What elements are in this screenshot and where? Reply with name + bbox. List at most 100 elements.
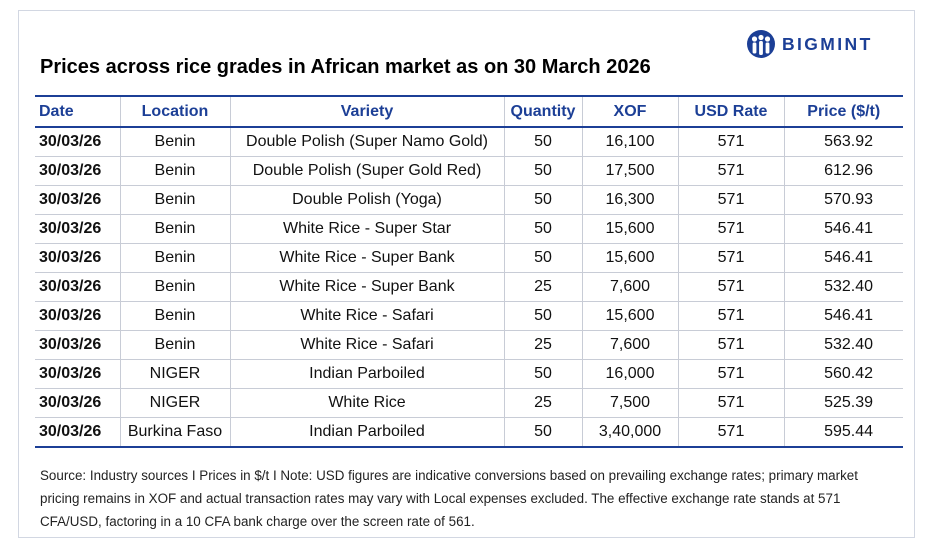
cell-xof: 7,600 [581, 330, 678, 360]
cell-location: Burkina Faso [119, 417, 230, 448]
cell-location: Benin [119, 214, 230, 244]
cell-price: 525.39 [783, 388, 903, 418]
cell-usd-rate: 571 [677, 417, 784, 448]
cell-xof: 3,40,000 [581, 417, 678, 448]
table-row: 30/03/26 Benin White Rice - Super Bank 5… [35, 243, 903, 273]
cell-xof: 15,600 [581, 243, 678, 273]
cell-location: Benin [119, 156, 230, 186]
cell-location: Benin [119, 272, 230, 302]
cell-location: Benin [119, 127, 230, 157]
cell-quantity: 25 [503, 330, 582, 360]
cell-date: 30/03/26 [35, 214, 120, 244]
cell-date: 30/03/26 [35, 301, 120, 331]
cell-price: 560.42 [783, 359, 903, 389]
cell-variety: White Rice - Super Star [229, 214, 504, 244]
cell-quantity: 25 [503, 388, 582, 418]
cell-variety: White Rice [229, 388, 504, 418]
cell-price: 546.41 [783, 243, 903, 273]
cell-date: 30/03/26 [35, 417, 120, 448]
cell-xof: 15,600 [581, 301, 678, 331]
bigmint-logo-icon [747, 30, 775, 58]
cell-quantity: 50 [503, 156, 582, 186]
bigmint-logo-text: BIGMINT [782, 33, 873, 54]
header-xof: XOF [581, 95, 678, 128]
cell-price: 546.41 [783, 214, 903, 244]
cell-price: 570.93 [783, 185, 903, 215]
cell-date: 30/03/26 [35, 388, 120, 418]
table-row: 30/03/26 Benin Double Polish (Super Namo… [35, 127, 903, 157]
cell-price: 595.44 [783, 417, 903, 448]
header-variety: Variety [229, 95, 504, 128]
header-location: Location [119, 95, 230, 128]
price-table: Date Location Variety Quantity XOF USD R… [35, 95, 903, 448]
header-date: Date [35, 95, 120, 128]
cell-variety: Indian Parboiled [229, 417, 504, 448]
cell-usd-rate: 571 [677, 127, 784, 157]
table-row: 30/03/26 NIGER Indian Parboiled 50 16,00… [35, 359, 903, 389]
table-header-row: Date Location Variety Quantity XOF USD R… [35, 95, 903, 128]
cell-price: 532.40 [783, 330, 903, 360]
table-row: 30/03/26 Benin White Rice - Super Star 5… [35, 214, 903, 244]
cell-variety: White Rice - Super Bank [229, 243, 504, 273]
cell-xof: 15,600 [581, 214, 678, 244]
cell-location: Benin [119, 243, 230, 273]
cell-location: Benin [119, 330, 230, 360]
bigmint-logo: BIGMINT [746, 29, 873, 59]
cell-variety: White Rice - Safari [229, 301, 504, 331]
cell-location: Benin [119, 301, 230, 331]
cell-price: 563.92 [783, 127, 903, 157]
table-row: 30/03/26 NIGER White Rice 25 7,500 571 5… [35, 388, 903, 418]
cell-date: 30/03/26 [35, 127, 120, 157]
cell-usd-rate: 571 [677, 388, 784, 418]
cell-usd-rate: 571 [677, 359, 784, 389]
cell-date: 30/03/26 [35, 330, 120, 360]
cell-variety: Double Polish (Super Gold Red) [229, 156, 504, 186]
table-row: 30/03/26 Benin Double Polish (Super Gold… [35, 156, 903, 186]
cell-date: 30/03/26 [35, 185, 120, 215]
cell-xof: 7,500 [581, 388, 678, 418]
cell-xof: 17,500 [581, 156, 678, 186]
cell-date: 30/03/26 [35, 243, 120, 273]
header-price: Price ($/t) [783, 95, 903, 128]
cell-quantity: 50 [503, 185, 582, 215]
cell-location: NIGER [119, 388, 230, 418]
cell-date: 30/03/26 [35, 359, 120, 389]
header-usd-rate: USD Rate [677, 95, 784, 128]
header-quantity: Quantity [503, 95, 582, 128]
cell-quantity: 50 [503, 214, 582, 244]
cell-price: 546.41 [783, 301, 903, 331]
cell-quantity: 50 [503, 127, 582, 157]
table-row: 30/03/26 Burkina Faso Indian Parboiled 5… [35, 417, 903, 448]
cell-date: 30/03/26 [35, 156, 120, 186]
report-title: Prices across rice grades in African mar… [40, 56, 651, 78]
cell-quantity: 25 [503, 272, 582, 302]
cell-quantity: 50 [503, 359, 582, 389]
table-row: 30/03/26 Benin Double Polish (Yoga) 50 1… [35, 185, 903, 215]
cell-location: NIGER [119, 359, 230, 389]
cell-xof: 7,600 [581, 272, 678, 302]
cell-xof: 16,100 [581, 127, 678, 157]
table-row: 30/03/26 Benin White Rice - Safari 50 15… [35, 301, 903, 331]
source-note: Source: Industry sources I Prices in $/t… [40, 468, 858, 529]
table-row: 30/03/26 Benin White Rice - Super Bank 2… [35, 272, 903, 302]
cell-usd-rate: 571 [677, 301, 784, 331]
table-row: 30/03/26 Benin White Rice - Safari 25 7,… [35, 330, 903, 360]
report-frame [18, 10, 915, 538]
cell-quantity: 50 [503, 243, 582, 273]
cell-xof: 16,300 [581, 185, 678, 215]
cell-usd-rate: 571 [677, 185, 784, 215]
cell-usd-rate: 571 [677, 272, 784, 302]
cell-variety: White Rice - Safari [229, 330, 504, 360]
cell-usd-rate: 571 [677, 330, 784, 360]
cell-price: 532.40 [783, 272, 903, 302]
cell-usd-rate: 571 [677, 243, 784, 273]
cell-variety: Double Polish (Yoga) [229, 185, 504, 215]
cell-quantity: 50 [503, 417, 582, 448]
cell-xof: 16,000 [581, 359, 678, 389]
cell-variety: Indian Parboiled [229, 359, 504, 389]
cell-usd-rate: 571 [677, 214, 784, 244]
cell-variety: White Rice - Super Bank [229, 272, 504, 302]
cell-date: 30/03/26 [35, 272, 120, 302]
cell-quantity: 50 [503, 301, 582, 331]
cell-location: Benin [119, 185, 230, 215]
